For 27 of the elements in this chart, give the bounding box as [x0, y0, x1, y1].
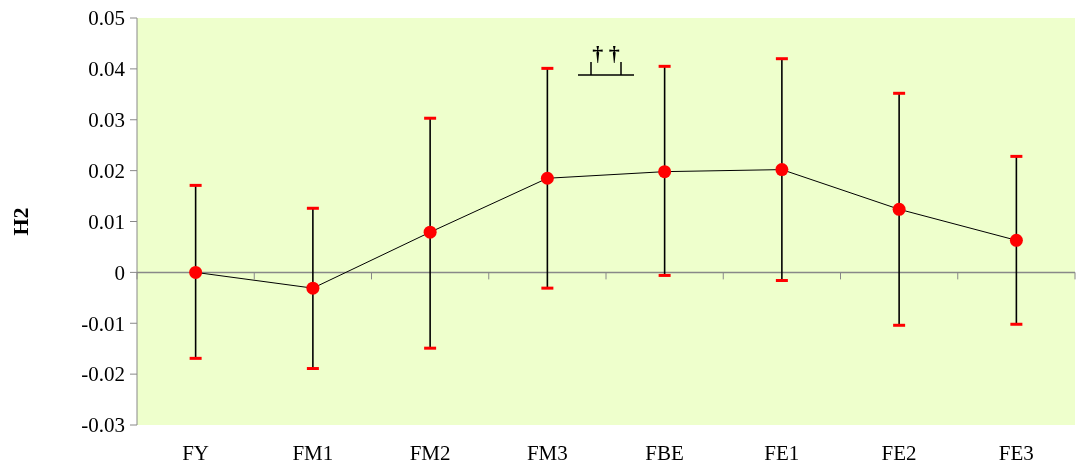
- point: [540, 171, 554, 185]
- x-tick-label: FBE: [645, 441, 684, 465]
- annotation: † †: [592, 41, 620, 66]
- x-tick-label: FM2: [409, 441, 451, 465]
- y-tick-label: 0.02: [88, 158, 125, 183]
- x-tick-label: FE2: [881, 441, 917, 465]
- point: [189, 265, 203, 279]
- x-tick-label: FY: [182, 441, 210, 465]
- y-tick-label: 0.05: [88, 6, 125, 31]
- x-tick-label: FM1: [292, 441, 334, 465]
- y-axis-title: H2: [8, 207, 33, 236]
- y-tick-label: 0.01: [88, 209, 125, 234]
- point: [658, 165, 672, 179]
- y-tick-label: 0.03: [88, 108, 125, 133]
- point: [306, 281, 320, 295]
- y-tick-label: 0: [114, 260, 125, 285]
- point: [1009, 233, 1023, 247]
- y-tick-label: -0.02: [81, 362, 125, 387]
- x-tick-label: FM3: [526, 441, 568, 465]
- y-tick-label: 0.04: [88, 57, 126, 82]
- y-tick-label: -0.03: [81, 413, 125, 438]
- point: [892, 202, 906, 216]
- point: [423, 225, 437, 239]
- point: [775, 163, 789, 177]
- x-tick-label: FE3: [998, 441, 1034, 465]
- x-tick-label: FE1: [764, 441, 800, 465]
- y-tick-label: -0.01: [81, 311, 125, 336]
